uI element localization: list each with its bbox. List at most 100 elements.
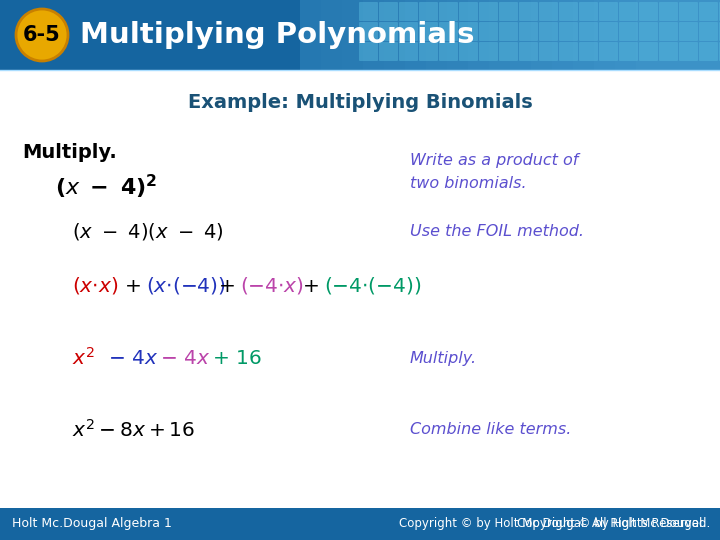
FancyBboxPatch shape — [599, 22, 618, 41]
Text: $(-4{\cdot}\mathit{x})$: $(-4{\cdot}\mathit{x})$ — [240, 275, 304, 296]
Text: $+$: $+$ — [302, 276, 319, 295]
Bar — [657, 0, 678, 70]
Text: $(\mathit{x}{\cdot}\mathit{x})$: $(\mathit{x}{\cdot}\mathit{x})$ — [72, 275, 118, 296]
Text: $+\ 16$: $+\ 16$ — [212, 348, 261, 368]
FancyBboxPatch shape — [699, 42, 718, 61]
Bar — [447, 0, 468, 70]
FancyBboxPatch shape — [359, 42, 378, 61]
FancyBboxPatch shape — [539, 42, 558, 61]
FancyBboxPatch shape — [439, 2, 458, 21]
FancyBboxPatch shape — [519, 22, 538, 41]
FancyBboxPatch shape — [479, 2, 498, 21]
FancyBboxPatch shape — [439, 22, 458, 41]
FancyBboxPatch shape — [459, 22, 478, 41]
FancyBboxPatch shape — [679, 2, 698, 21]
Text: $+$: $+$ — [124, 276, 140, 295]
FancyBboxPatch shape — [439, 42, 458, 61]
FancyBboxPatch shape — [679, 42, 698, 61]
Text: Copyright © by Holt Mc Dougal.: Copyright © by Holt Mc Dougal. — [517, 517, 710, 530]
Text: $(\mathit{x}\ -\ 4)(\mathit{x}\ -\ 4)$: $(\mathit{x}\ -\ 4)(\mathit{x}\ -\ 4)$ — [72, 221, 224, 242]
Bar — [426, 0, 447, 70]
FancyBboxPatch shape — [399, 42, 418, 61]
FancyBboxPatch shape — [639, 42, 658, 61]
FancyBboxPatch shape — [379, 22, 398, 41]
Text: $\mathit{x}^2$: $\mathit{x}^2$ — [72, 347, 95, 369]
FancyBboxPatch shape — [559, 42, 578, 61]
FancyBboxPatch shape — [639, 2, 658, 21]
FancyBboxPatch shape — [399, 2, 418, 21]
FancyBboxPatch shape — [619, 22, 638, 41]
Bar — [636, 0, 657, 70]
Text: 6-5: 6-5 — [23, 25, 61, 45]
FancyBboxPatch shape — [539, 22, 558, 41]
FancyBboxPatch shape — [479, 42, 498, 61]
Text: $-\ 4\mathit{x}$: $-\ 4\mathit{x}$ — [108, 348, 158, 368]
FancyBboxPatch shape — [559, 2, 578, 21]
FancyBboxPatch shape — [659, 2, 678, 21]
Text: Holt Mc.Dougal Algebra 1: Holt Mc.Dougal Algebra 1 — [12, 517, 172, 530]
Text: Use the FOIL method.: Use the FOIL method. — [410, 225, 584, 240]
FancyBboxPatch shape — [619, 42, 638, 61]
FancyBboxPatch shape — [679, 22, 698, 41]
FancyBboxPatch shape — [379, 2, 398, 21]
FancyBboxPatch shape — [519, 2, 538, 21]
Text: $\mathbf{(\mathit{x}\ -\ 4)^2}$: $\mathbf{(\mathit{x}\ -\ 4)^2}$ — [55, 173, 158, 201]
FancyBboxPatch shape — [479, 22, 498, 41]
Bar — [468, 0, 489, 70]
Text: $+$: $+$ — [218, 276, 235, 295]
FancyBboxPatch shape — [359, 2, 378, 21]
Bar — [552, 0, 573, 70]
FancyBboxPatch shape — [599, 42, 618, 61]
FancyBboxPatch shape — [499, 22, 518, 41]
Bar — [0, 0, 720, 70]
Bar — [573, 0, 594, 70]
Bar — [594, 0, 615, 70]
Bar — [489, 0, 510, 70]
FancyBboxPatch shape — [559, 22, 578, 41]
FancyBboxPatch shape — [719, 2, 720, 21]
Text: Multiply.: Multiply. — [410, 350, 477, 366]
Text: $\mathit{x}^2 - 8\mathit{x} + 16$: $\mathit{x}^2 - 8\mathit{x} + 16$ — [72, 419, 195, 441]
Text: Example: Multiplying Binomials: Example: Multiplying Binomials — [188, 93, 532, 112]
FancyBboxPatch shape — [539, 2, 558, 21]
FancyBboxPatch shape — [359, 22, 378, 41]
FancyBboxPatch shape — [419, 2, 438, 21]
FancyBboxPatch shape — [659, 22, 678, 41]
Bar — [0, 508, 720, 540]
FancyBboxPatch shape — [699, 22, 718, 41]
FancyBboxPatch shape — [579, 42, 598, 61]
Text: Multiplying Polynomials: Multiplying Polynomials — [80, 21, 474, 49]
Bar — [615, 0, 636, 70]
Bar — [363, 0, 384, 70]
FancyBboxPatch shape — [619, 2, 638, 21]
FancyBboxPatch shape — [499, 42, 518, 61]
Bar — [342, 0, 363, 70]
FancyBboxPatch shape — [719, 42, 720, 61]
Text: Multiply.: Multiply. — [22, 143, 117, 161]
Text: $(-4{\cdot}(-4))$: $(-4{\cdot}(-4))$ — [324, 275, 421, 296]
Bar — [300, 0, 321, 70]
FancyBboxPatch shape — [399, 22, 418, 41]
FancyBboxPatch shape — [379, 42, 398, 61]
FancyBboxPatch shape — [719, 22, 720, 41]
Bar — [699, 0, 720, 70]
FancyBboxPatch shape — [499, 2, 518, 21]
FancyBboxPatch shape — [599, 2, 618, 21]
FancyBboxPatch shape — [639, 22, 658, 41]
FancyBboxPatch shape — [659, 42, 678, 61]
Bar — [405, 0, 426, 70]
Circle shape — [16, 9, 68, 61]
FancyBboxPatch shape — [519, 42, 538, 61]
Bar — [384, 0, 405, 70]
Bar — [321, 0, 342, 70]
FancyBboxPatch shape — [699, 2, 718, 21]
FancyBboxPatch shape — [419, 22, 438, 41]
FancyBboxPatch shape — [459, 42, 478, 61]
Bar — [510, 0, 531, 70]
Bar — [531, 0, 552, 70]
Text: Copyright © by Holt Mc Dougal. All Rights Reserved.: Copyright © by Holt Mc Dougal. All Right… — [399, 517, 710, 530]
Bar — [678, 0, 699, 70]
FancyBboxPatch shape — [419, 42, 438, 61]
Text: Combine like terms.: Combine like terms. — [410, 422, 572, 437]
Text: $-\ 4\mathit{x}$: $-\ 4\mathit{x}$ — [160, 348, 210, 368]
